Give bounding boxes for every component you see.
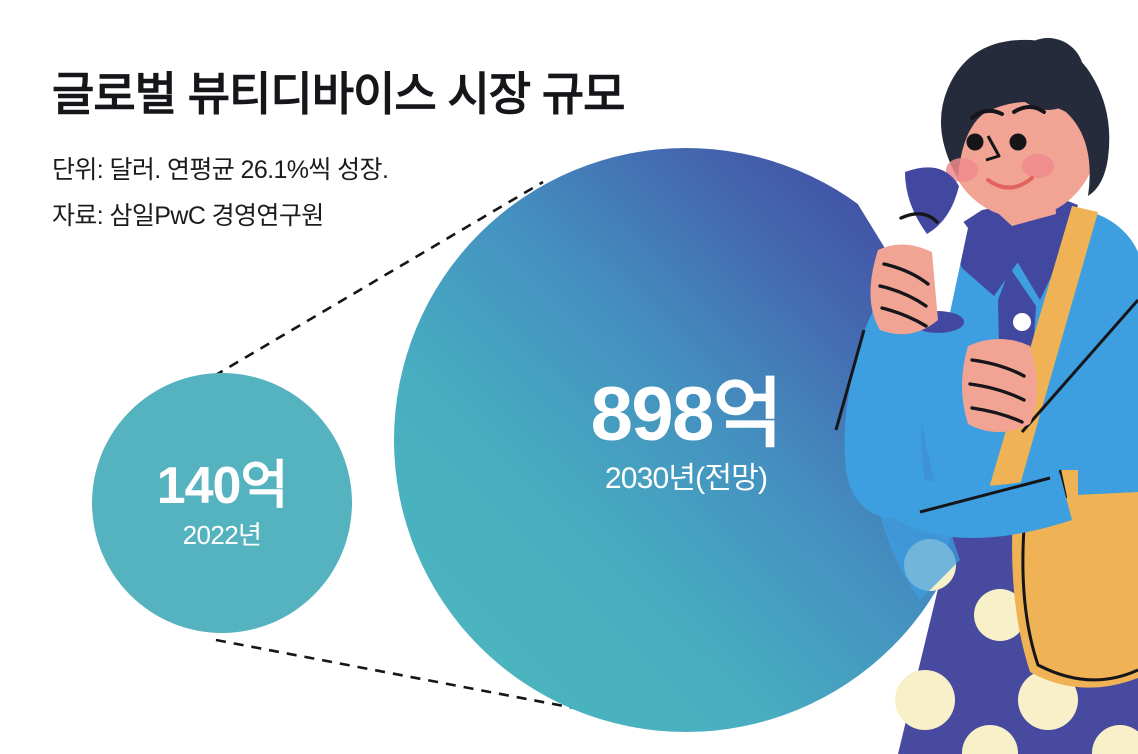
eye-right — [1009, 133, 1027, 151]
hand-left-palm — [870, 244, 938, 335]
finger-line — [878, 284, 928, 308]
forearm-right — [896, 470, 1072, 538]
bag-strap-edge — [1020, 299, 1138, 433]
polka-dot — [1092, 725, 1138, 754]
polka-dot — [962, 725, 1018, 754]
forearm-crease — [919, 476, 1051, 514]
device-accent — [905, 167, 959, 234]
woman-illustration — [834, 38, 1138, 754]
bubble-large[interactable]: 898억 2030년(전망) — [394, 148, 978, 732]
finger-line — [882, 262, 930, 286]
eye-left — [966, 133, 984, 151]
hand-left — [870, 244, 938, 335]
bubble-small-amount: 140억 — [157, 457, 288, 515]
bubble-large-amount: 898억 — [591, 372, 782, 457]
bubble-small-circle — [92, 373, 352, 633]
blush-right — [1022, 154, 1054, 178]
subtitle-source: 자료: 삼일PwC 경영연구원 — [52, 202, 324, 230]
finger-line — [880, 306, 928, 328]
hair-bun — [1012, 38, 1084, 110]
page-title: 글로벌 뷰티디바이스 시장 규모 — [52, 68, 625, 120]
bag-strap — [982, 206, 1098, 520]
polka-dot — [895, 670, 955, 730]
blush-left — [946, 158, 978, 182]
header-group: 글로벌 뷰티디바이스 시장 규모 단위: 달러. 연평균 26.1%씩 성장. … — [52, 68, 626, 230]
handbag-group — [1012, 469, 1138, 688]
button — [1013, 313, 1031, 331]
finger-line — [968, 382, 1026, 402]
hand-right — [962, 339, 1037, 432]
bubble-small[interactable]: 140억 2022년 — [92, 373, 352, 633]
polka-dot — [1018, 670, 1078, 730]
finger-line — [970, 406, 1024, 424]
connector-line-upper — [213, 180, 544, 378]
device-line — [899, 212, 939, 224]
nose — [985, 135, 1001, 162]
subtitle-unit: 단위: 달러. 연평균 26.1%씩 성장. — [52, 156, 388, 184]
polka-dot — [974, 589, 1026, 641]
bubble-large-year: 2030년(전망) — [605, 462, 767, 495]
bubble-large-circle — [394, 148, 978, 732]
handbag-flap-line — [1021, 504, 1138, 682]
bubble-small-year: 2022년 — [183, 520, 262, 550]
finger-line — [970, 358, 1026, 378]
sleeve-left-crease — [834, 329, 866, 431]
eyebrow-left — [970, 108, 1004, 120]
handbag-body — [1012, 492, 1138, 688]
smile — [986, 176, 1034, 190]
eyebrow-right — [1012, 105, 1046, 114]
